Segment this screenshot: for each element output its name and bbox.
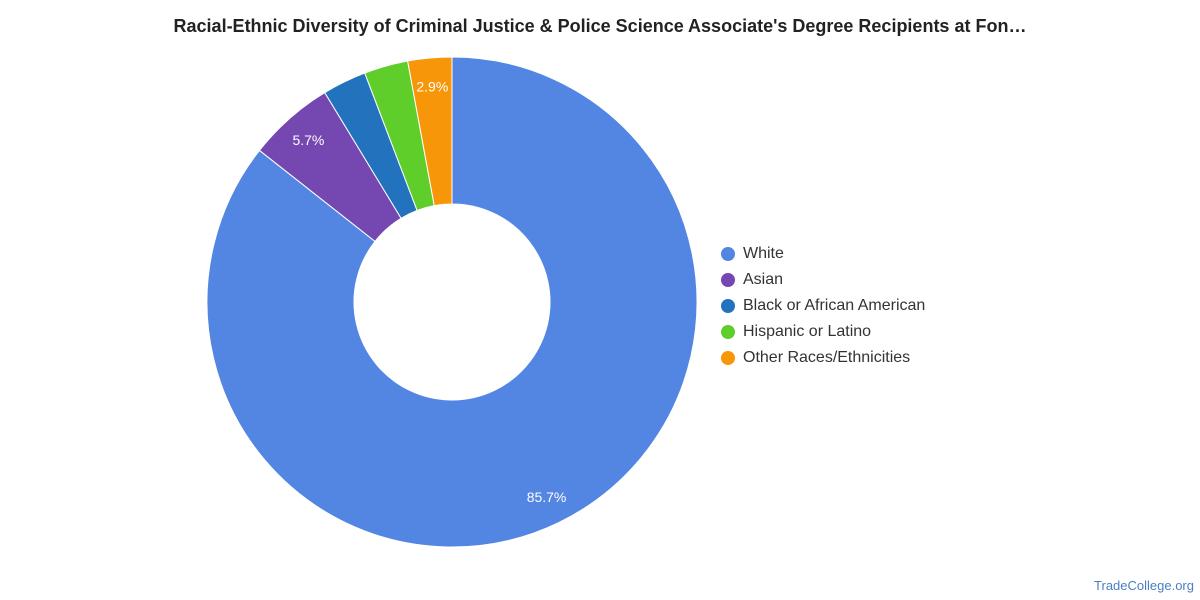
legend-item-other-races-ethnicities[interactable]: Other Races/Ethnicities — [721, 345, 925, 371]
legend-swatch-icon — [721, 351, 735, 365]
legend-swatch-icon — [721, 247, 735, 261]
legend-label: Black or African American — [743, 297, 926, 314]
legend-label: Hispanic or Latino — [743, 323, 872, 340]
legend-item-asian[interactable]: Asian — [721, 267, 925, 293]
chart-legend: White Asian Black or African American Hispa… — [721, 241, 925, 371]
legend-item-black-or-african-american[interactable]: Black or African American — [721, 293, 925, 319]
data-label-white: 85.7% — [527, 489, 567, 505]
data-label-other-races-ethnicities: 2.9% — [416, 78, 448, 94]
legend-label: Other Races/Ethnicities — [743, 349, 911, 366]
legend-swatch-icon — [721, 325, 735, 339]
legend-item-white[interactable]: White — [721, 241, 925, 267]
legend-swatch-icon — [721, 273, 735, 287]
data-label-asian: 5.7% — [292, 132, 324, 148]
legend-swatch-icon — [721, 299, 735, 313]
legend-label: Asian — [743, 271, 784, 288]
slice-other-races-ethnicities[interactable] — [407, 56, 453, 207]
slice-white[interactable] — [206, 56, 698, 548]
watermark-text[interactable]: TradeCollege.org — [1094, 578, 1194, 593]
legend-item-hispanic-or-latino[interactable]: Hispanic or Latino — [721, 319, 925, 345]
legend-label: White — [743, 245, 784, 262]
